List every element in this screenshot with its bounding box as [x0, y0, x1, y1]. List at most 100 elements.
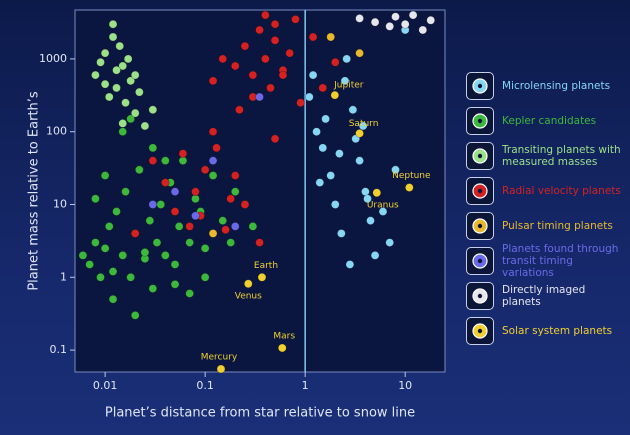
point — [148, 284, 158, 293]
point — [126, 272, 135, 282]
point — [363, 194, 372, 204]
point — [130, 311, 140, 320]
point — [170, 187, 180, 196]
y-tick-label: 100 — [46, 125, 67, 138]
point — [221, 225, 230, 235]
planet-label: Neptune — [392, 171, 431, 181]
point — [315, 178, 325, 187]
point — [270, 134, 280, 144]
point — [208, 127, 218, 137]
point — [408, 10, 418, 20]
point — [208, 171, 218, 180]
planet-label: Earth — [254, 261, 278, 271]
point — [170, 280, 180, 289]
point — [135, 165, 144, 175]
point — [118, 127, 128, 137]
point — [108, 267, 118, 276]
point — [208, 156, 218, 165]
point — [208, 229, 218, 238]
y-tick-label: 10 — [53, 198, 67, 211]
point — [91, 238, 100, 247]
point — [118, 119, 128, 128]
point — [285, 48, 294, 58]
point — [91, 70, 100, 80]
point — [123, 54, 133, 64]
point — [100, 244, 110, 253]
point — [426, 15, 436, 25]
point — [340, 76, 350, 86]
planet-label: Mars — [273, 331, 295, 341]
legend-label: Pulsar timing planets — [502, 219, 613, 232]
point — [355, 129, 364, 138]
legend-label: Kepler candidates — [502, 114, 597, 127]
legend-label: Radial velocity planets — [502, 184, 621, 197]
point — [104, 92, 114, 102]
point — [418, 25, 428, 35]
x-tick-label: 0.01 — [93, 379, 118, 392]
point — [391, 165, 400, 175]
point — [112, 207, 121, 216]
point — [243, 279, 253, 289]
point — [130, 108, 140, 118]
point — [121, 187, 130, 196]
point — [126, 114, 135, 124]
point — [330, 90, 340, 100]
legend-label: Directly imaged planets — [502, 283, 586, 308]
point — [100, 48, 110, 58]
point — [200, 272, 210, 282]
point — [361, 187, 370, 196]
point — [305, 92, 314, 102]
point — [348, 105, 358, 115]
point — [296, 98, 305, 108]
icon-glyph — [472, 322, 488, 339]
point — [330, 57, 340, 67]
point — [345, 260, 355, 269]
legend-icon — [466, 211, 494, 240]
legend: Microlensing planets Kepler candidates Tra… — [466, 68, 626, 348]
point — [200, 165, 210, 175]
point — [100, 79, 110, 89]
point — [115, 41, 125, 51]
point — [148, 200, 158, 209]
point — [104, 222, 114, 231]
point — [318, 143, 328, 153]
point — [400, 19, 410, 29]
icon-glyph — [472, 252, 488, 269]
legend-label: Microlensing planets — [502, 79, 611, 92]
legend-item: Pulsar timing planets — [466, 208, 626, 243]
point — [208, 76, 218, 86]
point — [170, 260, 180, 269]
legend-icon — [466, 316, 494, 345]
point — [255, 238, 264, 247]
point — [277, 343, 287, 353]
point — [240, 41, 250, 51]
legend-icon — [466, 281, 494, 310]
legend-icon — [466, 106, 494, 135]
plot-area — [74, 9, 446, 373]
point — [148, 105, 158, 115]
point — [78, 251, 88, 260]
point — [335, 149, 344, 158]
point — [212, 143, 221, 153]
point — [118, 61, 128, 71]
point — [257, 272, 267, 282]
point — [112, 65, 121, 75]
point — [152, 238, 162, 247]
point — [161, 156, 170, 165]
point — [96, 57, 105, 67]
x-tick-label: 1 — [302, 379, 309, 392]
legend-label: Transiting planets with measured masses — [502, 143, 621, 168]
point — [255, 25, 264, 35]
y-tick-label: 1 — [60, 270, 67, 283]
point — [145, 216, 155, 225]
point — [226, 238, 235, 247]
point — [148, 156, 158, 165]
planet-label: Jupiter — [333, 81, 364, 91]
x-axis-title: Planet’s distance from star relative to … — [105, 406, 415, 421]
point — [126, 76, 135, 86]
point — [391, 12, 400, 22]
point — [140, 248, 150, 257]
point — [170, 207, 180, 216]
legend-item: Microlensing planets — [466, 68, 626, 103]
point — [370, 251, 380, 260]
